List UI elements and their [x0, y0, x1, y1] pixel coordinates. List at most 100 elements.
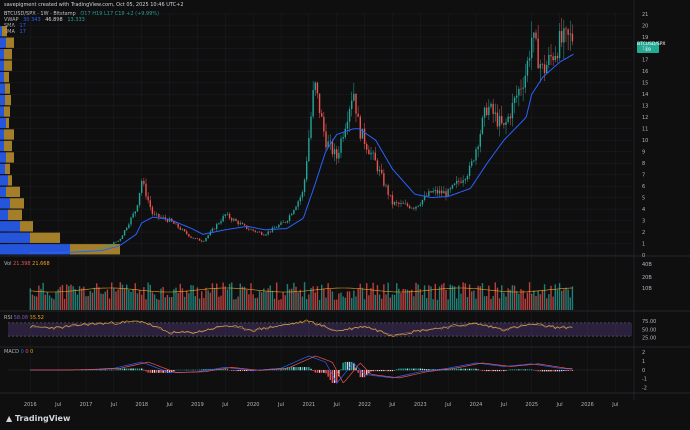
volume-bar	[216, 283, 218, 310]
volume-bar	[104, 291, 106, 310]
price-candle	[456, 180, 458, 184]
macd-histogram-bar	[156, 370, 158, 373]
macd-histogram-bar	[558, 370, 561, 372]
rsi-legend[interactable]: RSI 58.08 55.52	[4, 315, 44, 321]
volume-bar	[505, 296, 507, 310]
price-candle	[224, 214, 226, 217]
macd-histogram-bar	[325, 370, 327, 374]
macd-histogram-bar	[462, 368, 464, 371]
volume-bar	[130, 291, 132, 310]
volume-bar	[323, 288, 325, 310]
macd-histogram-bar	[207, 368, 209, 371]
volume-bar	[363, 299, 366, 310]
volume-bar	[565, 287, 567, 310]
price-candle	[284, 221, 286, 223]
macd-histogram-bar	[243, 370, 246, 372]
macd-histogram-bar	[239, 370, 241, 372]
volume-legend[interactable]: Vol 21.398 21.668	[4, 261, 50, 267]
macd-histogram-bar	[411, 368, 413, 371]
volume-bar	[453, 286, 456, 310]
macd-histogram-bar	[299, 367, 301, 371]
x-tick-label: 2026	[581, 402, 594, 408]
volume-bar	[473, 290, 475, 310]
volume-bar	[299, 289, 301, 310]
price-candle	[186, 231, 188, 235]
price-candle	[98, 248, 100, 250]
macd-histogram-bar	[361, 370, 364, 378]
volume-bar	[46, 291, 49, 310]
volume-bar	[291, 288, 293, 310]
price-candle	[451, 185, 454, 189]
price-candle	[528, 58, 531, 61]
volume-bar	[344, 297, 346, 310]
price-candle	[299, 197, 301, 202]
macd-histogram-bar	[374, 370, 376, 372]
price-tag-value: 19	[645, 47, 651, 53]
macd-histogram-bar	[483, 370, 486, 372]
volume-bar	[531, 293, 533, 310]
vwap-legend[interactable]: VWAP 30.343 46.898 13.333	[4, 17, 88, 23]
price-candle	[261, 232, 263, 235]
volume-bar	[393, 294, 396, 310]
volume-bar	[51, 297, 53, 310]
macd-histogram-bar	[571, 370, 574, 371]
macd-histogram-bar	[391, 370, 394, 372]
volume-profile-down-bar	[4, 129, 14, 140]
price-candle	[443, 191, 445, 194]
volume-bar	[239, 283, 241, 310]
volume-bar	[136, 293, 139, 310]
volume-bar	[432, 299, 434, 310]
x-tick-label: Jul	[110, 402, 117, 408]
volume-bar	[383, 284, 385, 310]
volume-profile-up-bar	[0, 117, 6, 129]
volume-bar	[66, 284, 68, 310]
price-candle	[507, 116, 509, 122]
volume-tick-label: 20B	[642, 275, 652, 281]
macd-histogram-bar	[233, 370, 235, 372]
volume-bar	[477, 285, 479, 310]
volume-profile-up-bar	[0, 232, 30, 243]
volume-bar	[203, 297, 205, 310]
macd-tick-label: 1	[642, 359, 645, 365]
sma2-legend[interactable]: SMA 17	[4, 29, 29, 35]
price-candle	[518, 88, 520, 96]
price-candle	[194, 238, 196, 239]
price-tick-label: 18	[642, 46, 648, 52]
macd-histogram-bar	[338, 370, 340, 377]
macd-label: MACD	[4, 349, 19, 355]
volume-bar	[282, 291, 284, 310]
macd-histogram-bar	[344, 361, 346, 371]
macd-histogram-bar	[115, 369, 117, 371]
macd-histogram-bar	[477, 369, 479, 371]
volume-profile-up-bar	[0, 152, 6, 163]
price-candle	[156, 213, 158, 215]
sma1-legend[interactable]: SMA 17	[4, 23, 29, 29]
price-candle	[370, 152, 372, 155]
macd-tick-label: -2	[642, 385, 647, 391]
volume-bar	[496, 287, 499, 310]
price-candle	[561, 30, 563, 43]
volume-bar	[456, 298, 458, 310]
macd-histogram-bar	[526, 369, 529, 371]
macd-histogram-bar	[363, 370, 366, 378]
price-candle	[153, 213, 156, 215]
volume-bar	[243, 286, 246, 310]
macd-histogram-bar	[460, 368, 462, 371]
price-candle	[468, 165, 471, 176]
volume-bar	[353, 290, 355, 310]
macd-histogram-bar	[119, 368, 121, 371]
macd-histogram-bar	[481, 370, 484, 372]
x-tick-label: 2018	[135, 402, 148, 408]
price-candle	[81, 250, 83, 252]
price-tick-label: 21	[642, 12, 648, 18]
volume-bar	[543, 284, 546, 310]
volume-bar	[522, 290, 524, 310]
macd-histogram-bar	[430, 369, 432, 371]
volume-bar	[518, 293, 520, 310]
macd-histogram-bar	[183, 369, 186, 371]
volume-tick-label: 40B	[642, 262, 652, 268]
price-candle	[141, 180, 143, 193]
macd-legend[interactable]: MACD 0 0 0	[4, 349, 33, 355]
volume-bar	[340, 292, 342, 310]
